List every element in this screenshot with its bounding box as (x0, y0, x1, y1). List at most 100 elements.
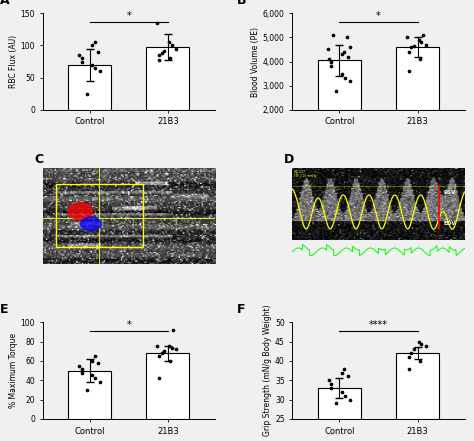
Point (94, 49, 102, 56)
Point (158, 50, 165, 57)
Point (408, 44, 415, 51)
Point (167, 358, 174, 365)
Point (341, 75, 348, 82)
Point (408, 350, 415, 357)
Point (75, 363, 83, 370)
Point (340, 365, 348, 372)
Point (78, 369, 85, 376)
Point (91, 39, 98, 46)
Bar (318, 60, 361, 110)
Point (158, 350, 165, 357)
Point (91, 375, 99, 382)
Point (173, 45, 180, 52)
Point (91, 64, 99, 71)
Point (418, 340, 425, 347)
Point (324, 46, 332, 53)
Point (422, 41, 430, 48)
Point (333, 87, 340, 94)
Bar (56, 184, 143, 247)
Bar (318, 388, 361, 419)
Text: *: * (376, 11, 381, 21)
Point (341, 392, 348, 399)
Point (415, 338, 422, 345)
Point (328, 381, 335, 388)
Point (78, 365, 85, 372)
Point (160, 47, 168, 54)
Point (346, 396, 354, 403)
Point (405, 365, 412, 372)
Point (419, 31, 427, 38)
Point (83, 90, 91, 97)
Point (160, 348, 168, 355)
Point (96, 379, 104, 386)
Text: A: A (0, 0, 9, 7)
Point (405, 354, 413, 361)
Point (410, 42, 417, 49)
Point (416, 56, 424, 63)
Point (328, 385, 335, 392)
Point (153, 342, 161, 349)
Bar (396, 47, 439, 110)
Point (405, 67, 412, 75)
Point (155, 52, 163, 59)
Ellipse shape (68, 202, 92, 220)
Point (405, 49, 413, 56)
Point (333, 400, 340, 407)
Point (346, 77, 354, 84)
Bar (68, 65, 111, 110)
Point (155, 375, 163, 382)
Point (91, 353, 98, 360)
Point (155, 353, 163, 360)
Y-axis label: Blood Volume (PE): Blood Volume (PE) (251, 26, 260, 97)
Point (94, 359, 102, 366)
Point (75, 52, 83, 59)
Point (418, 39, 425, 46)
Bar (146, 353, 190, 419)
Text: *: * (127, 11, 131, 21)
Ellipse shape (81, 217, 101, 231)
Bar (146, 47, 190, 110)
Point (78, 55, 85, 62)
Point (88, 358, 96, 365)
Point (346, 44, 354, 51)
Point (403, 34, 410, 41)
Point (168, 345, 175, 352)
Text: ****: **** (369, 320, 388, 330)
Text: E: E (0, 303, 8, 316)
Point (325, 56, 333, 63)
Text: F: F (237, 303, 246, 316)
Y-axis label: RBC Flux (AU): RBC Flux (AU) (9, 35, 18, 88)
Point (83, 386, 91, 393)
Point (338, 389, 346, 396)
Text: *: * (127, 320, 131, 330)
Text: C: C (34, 153, 43, 166)
Text: PSV: PSV (444, 190, 456, 194)
Text: B: B (237, 0, 247, 7)
Point (96, 67, 104, 75)
Point (328, 58, 335, 65)
Point (344, 373, 352, 380)
Point (338, 369, 346, 376)
Point (167, 55, 174, 62)
Point (338, 70, 346, 77)
Point (168, 42, 175, 49)
Point (170, 326, 177, 333)
Text: EDV: EDV (444, 221, 456, 226)
Point (329, 31, 337, 38)
Point (88, 61, 96, 68)
Point (328, 63, 335, 70)
Point (78, 58, 85, 65)
Point (165, 343, 173, 350)
Bar (396, 353, 439, 419)
Point (325, 377, 333, 384)
Text: MI: 0.17
TIS: 2.16 mmHg: MI: 0.17 TIS: 2.16 mmHg (294, 170, 316, 178)
Point (153, 19, 161, 26)
Y-axis label: % Maximum Torque: % Maximum Torque (9, 333, 18, 408)
Point (422, 342, 430, 349)
Point (410, 346, 417, 353)
Point (415, 36, 422, 43)
Point (416, 358, 424, 365)
Text: D: D (284, 153, 294, 166)
Point (88, 372, 96, 379)
Point (155, 56, 163, 63)
